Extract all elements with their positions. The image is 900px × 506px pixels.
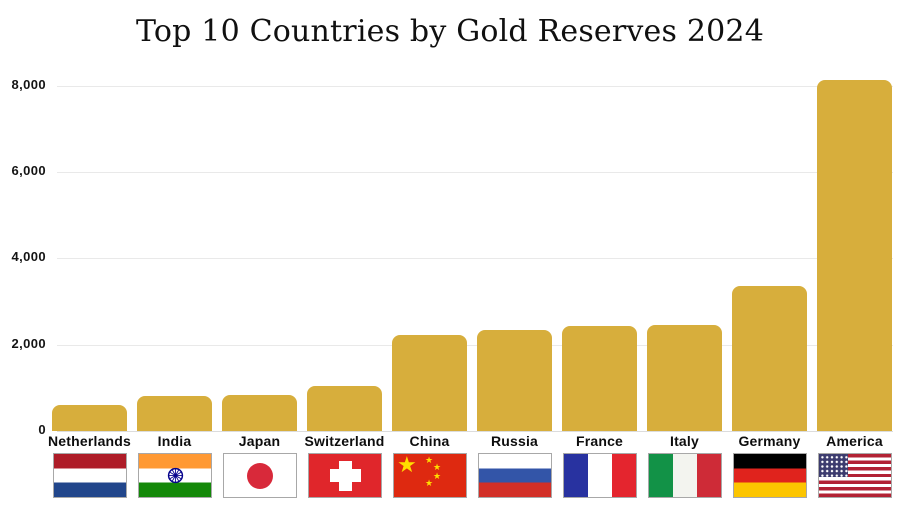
bar-label-china: China <box>409 433 450 449</box>
france-flag-icon <box>563 453 637 498</box>
germany-flag-icon <box>733 453 807 498</box>
y-tick-label-0: 0 <box>38 422 46 437</box>
bar-switzerland <box>307 386 382 431</box>
bar-label-russia: Russia <box>490 433 539 449</box>
switzerland-flag-icon <box>308 453 382 498</box>
bar-russia <box>477 330 552 431</box>
chart-title: Top 10 Countries by Gold Reserves 2024 <box>136 14 764 49</box>
y-tick-label-8000: 8,000 <box>11 76 46 92</box>
bar-france <box>562 325 637 431</box>
india-flag-icon <box>138 453 212 498</box>
ashoka-chakra-icon <box>167 467 184 484</box>
bar-india <box>137 395 212 431</box>
bar-label-america: America <box>826 433 883 449</box>
gridline-2000 <box>57 344 893 346</box>
italy-flag-icon <box>648 453 722 498</box>
gridline-8000 <box>57 85 893 87</box>
gridline-0 <box>57 431 893 432</box>
stars-canton <box>819 454 848 477</box>
gridline-6000 <box>57 172 893 173</box>
america-flag-icon <box>818 453 892 498</box>
bar-label-netherlands: Netherlands <box>47 433 132 449</box>
star-icon: ★ <box>433 463 442 473</box>
china-flag-icon: ★ ★ ★ ★ ★ <box>393 453 467 498</box>
bar-label-japan: Japan <box>238 433 281 449</box>
star-icon: ★ <box>433 472 442 482</box>
russia-flag-icon <box>478 453 552 498</box>
gridline-4000 <box>57 258 893 260</box>
bar-japan <box>222 394 297 431</box>
y-tick-label-2000: 2,000 <box>11 335 46 351</box>
bar-label-germany: Germany <box>738 433 801 449</box>
y-tick-label-4000: 4,000 <box>11 249 46 265</box>
rising-sun-disc <box>247 463 273 489</box>
bar-label-france: France <box>575 433 624 449</box>
bar-china <box>392 334 467 431</box>
japan-flag-icon <box>223 453 297 498</box>
bar-label-india: India <box>157 433 192 449</box>
y-tick-label-6000: 6,000 <box>11 163 46 178</box>
star-icon: ★ <box>425 456 434 466</box>
netherlands-flag-icon <box>53 453 127 498</box>
star-icon: ★ <box>425 479 434 489</box>
bar-label-italy: Italy <box>669 433 699 449</box>
bar-italy <box>647 325 722 431</box>
bar-america <box>817 80 892 431</box>
bar-netherlands <box>52 404 127 431</box>
bar-label-switzerland: Switzerland <box>304 433 385 449</box>
swiss-cross <box>330 469 361 482</box>
star-icon: ★ <box>397 453 417 478</box>
bar-germany <box>732 286 807 431</box>
